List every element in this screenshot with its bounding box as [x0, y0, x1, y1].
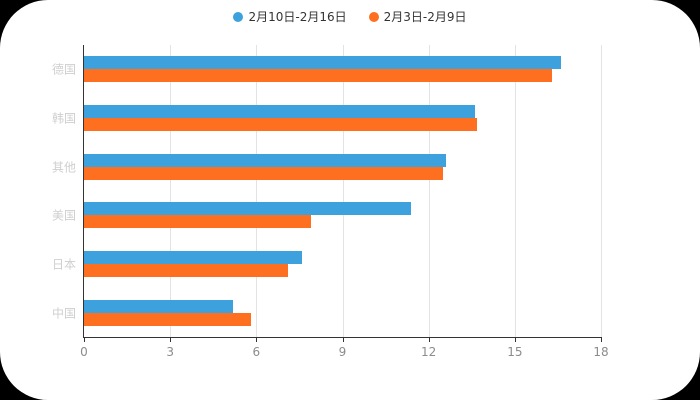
legend-marker-orange-icon: [368, 11, 379, 22]
x-axis-tick: [342, 337, 344, 342]
legend-item-week-feb10-16[interactable]: 2月10日-2月16日: [233, 8, 347, 25]
bar[interactable]: [84, 118, 478, 131]
gridline: [170, 45, 172, 337]
bar[interactable]: [84, 202, 412, 216]
legend-label-week-feb3-9: 2月3日-2月9日: [383, 10, 467, 24]
plot-area: 0 3 6 9 12 15 18 德国韩国其他美国日本中国: [52, 45, 609, 359]
bar[interactable]: [84, 251, 303, 264]
x-tick-label: 6: [252, 345, 261, 359]
legend-label-week-feb10-16: 2月10日-2月16日: [248, 10, 347, 24]
x-axis-tick: [601, 337, 602, 342]
category-label: 日本: [51, 257, 76, 272]
x-tick-label: 12: [421, 345, 437, 359]
legend-item-week-feb3-9[interactable]: 2月3日-2月9日: [368, 8, 467, 25]
bar[interactable]: [84, 215, 311, 229]
x-axis-tick: [514, 337, 516, 342]
bar[interactable]: [84, 264, 288, 277]
gridline: [256, 45, 258, 337]
bar[interactable]: [84, 69, 553, 83]
x-axis-tick: [256, 337, 258, 342]
gridline: [514, 45, 516, 337]
category-label: 韩国: [51, 111, 76, 126]
x-tick-label: 0: [80, 345, 88, 359]
legend: 2月10日-2月16日 2月3日-2月9日: [0, 8, 700, 25]
category-label: 美国: [51, 208, 76, 223]
x-tick-label: 15: [507, 345, 523, 359]
legend-marker-blue-icon: [233, 11, 244, 22]
bar[interactable]: [84, 153, 446, 167]
x-tick-label: 3: [166, 345, 174, 359]
bar[interactable]: [84, 166, 444, 180]
bar[interactable]: [84, 299, 234, 313]
x-axis-tick: [428, 337, 430, 342]
gridline: [342, 45, 344, 337]
bar[interactable]: [84, 105, 475, 118]
bar[interactable]: [84, 312, 251, 326]
category-label: 其他: [51, 160, 76, 175]
category-label: 中国: [51, 306, 76, 321]
x-axis-tick: [170, 337, 172, 342]
gridline: [428, 45, 430, 337]
gridline: [601, 45, 602, 337]
x-tick-label: 9: [338, 345, 347, 359]
category-label: 德国: [51, 62, 76, 77]
x-axis-tick: [84, 337, 85, 342]
x-tick-label: 18: [593, 345, 609, 359]
bar[interactable]: [84, 56, 561, 70]
